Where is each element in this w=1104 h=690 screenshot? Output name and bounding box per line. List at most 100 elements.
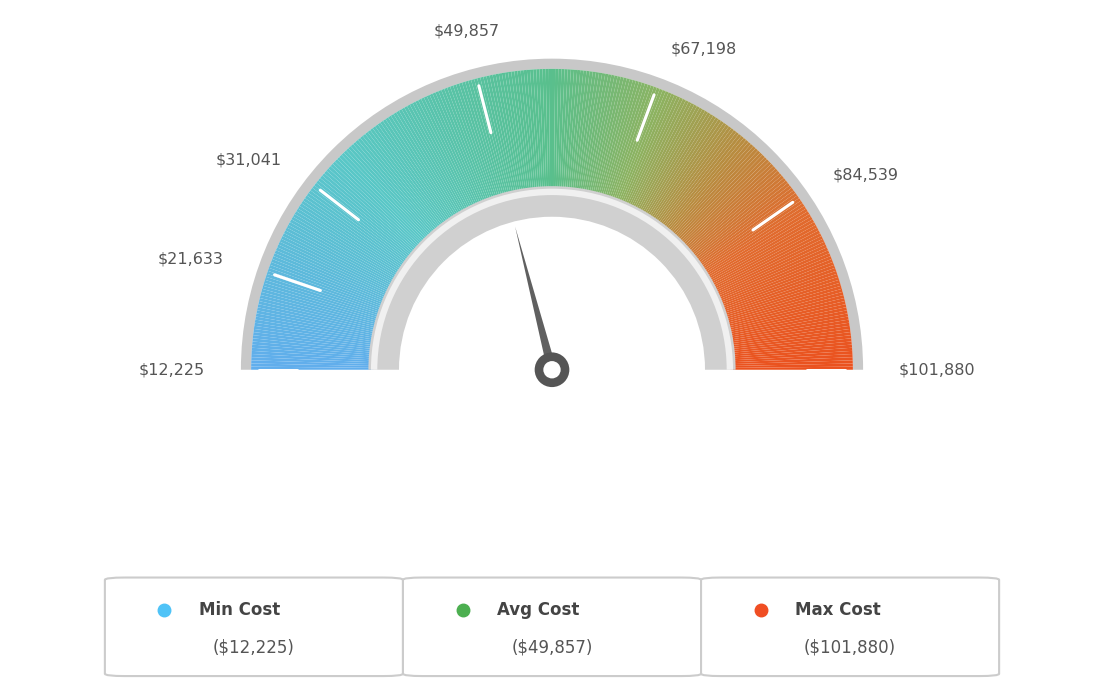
Wedge shape xyxy=(613,87,657,202)
Wedge shape xyxy=(639,108,702,215)
Wedge shape xyxy=(527,70,539,192)
Wedge shape xyxy=(716,253,830,302)
Wedge shape xyxy=(296,208,401,276)
Wedge shape xyxy=(730,354,852,362)
FancyBboxPatch shape xyxy=(105,578,403,676)
Wedge shape xyxy=(684,168,777,252)
Wedge shape xyxy=(293,214,400,279)
Wedge shape xyxy=(631,100,689,210)
Wedge shape xyxy=(343,150,429,241)
Wedge shape xyxy=(322,173,417,255)
Wedge shape xyxy=(256,313,376,338)
Wedge shape xyxy=(255,317,376,340)
Wedge shape xyxy=(704,214,811,279)
Wedge shape xyxy=(730,338,851,353)
Circle shape xyxy=(534,353,570,387)
Wedge shape xyxy=(590,75,617,195)
Wedge shape xyxy=(649,117,719,221)
Wedge shape xyxy=(666,138,746,233)
Wedge shape xyxy=(514,71,531,193)
Wedge shape xyxy=(461,81,500,199)
Wedge shape xyxy=(693,186,792,262)
Wedge shape xyxy=(325,170,418,253)
Wedge shape xyxy=(279,239,391,294)
Wedge shape xyxy=(402,108,465,215)
Wedge shape xyxy=(665,136,744,233)
Wedge shape xyxy=(304,198,405,269)
Wedge shape xyxy=(252,360,373,366)
Wedge shape xyxy=(711,233,821,290)
Wedge shape xyxy=(307,193,407,266)
Wedge shape xyxy=(609,85,651,201)
Wedge shape xyxy=(282,236,392,292)
Wedge shape xyxy=(635,103,694,213)
Wedge shape xyxy=(731,364,853,368)
Wedge shape xyxy=(618,90,666,204)
Wedge shape xyxy=(316,180,413,259)
Wedge shape xyxy=(682,164,774,249)
Text: $67,198: $67,198 xyxy=(671,42,737,57)
Wedge shape xyxy=(496,74,520,195)
Wedge shape xyxy=(710,230,820,288)
Wedge shape xyxy=(465,81,502,199)
Wedge shape xyxy=(625,95,677,208)
Wedge shape xyxy=(295,211,401,277)
Wedge shape xyxy=(683,166,776,250)
Wedge shape xyxy=(256,310,378,336)
Wedge shape xyxy=(332,161,423,248)
Wedge shape xyxy=(368,130,444,228)
Wedge shape xyxy=(252,348,374,359)
Wedge shape xyxy=(671,146,755,238)
Wedge shape xyxy=(521,70,535,193)
Wedge shape xyxy=(729,332,851,349)
Wedge shape xyxy=(341,152,428,242)
Wedge shape xyxy=(650,119,721,222)
Wedge shape xyxy=(459,83,499,200)
Wedge shape xyxy=(730,348,852,359)
Wedge shape xyxy=(730,344,852,357)
Wedge shape xyxy=(567,70,581,192)
Wedge shape xyxy=(257,304,378,333)
Wedge shape xyxy=(720,265,835,309)
Wedge shape xyxy=(687,173,782,255)
Wedge shape xyxy=(533,69,543,192)
Wedge shape xyxy=(346,148,432,239)
Wedge shape xyxy=(318,178,414,257)
Wedge shape xyxy=(731,360,852,366)
Wedge shape xyxy=(719,262,834,308)
Wedge shape xyxy=(391,114,458,219)
Wedge shape xyxy=(595,77,627,197)
Wedge shape xyxy=(378,123,450,224)
Wedge shape xyxy=(310,188,410,264)
Wedge shape xyxy=(662,134,742,231)
Wedge shape xyxy=(291,217,399,281)
Wedge shape xyxy=(560,69,567,192)
Wedge shape xyxy=(277,244,390,297)
Wedge shape xyxy=(713,239,825,294)
Wedge shape xyxy=(715,247,828,299)
Text: $49,857: $49,857 xyxy=(434,24,500,39)
Wedge shape xyxy=(337,157,426,245)
Wedge shape xyxy=(721,274,838,315)
Wedge shape xyxy=(253,338,374,353)
Wedge shape xyxy=(622,92,671,206)
Wedge shape xyxy=(709,225,817,286)
Wedge shape xyxy=(298,206,402,274)
Wedge shape xyxy=(474,78,508,197)
Wedge shape xyxy=(261,292,380,326)
Wedge shape xyxy=(468,80,505,198)
Wedge shape xyxy=(427,95,479,208)
Wedge shape xyxy=(429,94,481,207)
Wedge shape xyxy=(672,148,758,239)
Wedge shape xyxy=(450,86,493,201)
Wedge shape xyxy=(604,81,643,199)
Text: $12,225: $12,225 xyxy=(139,362,205,377)
Wedge shape xyxy=(729,329,850,347)
Wedge shape xyxy=(656,124,729,226)
Wedge shape xyxy=(611,86,654,201)
Wedge shape xyxy=(731,366,853,370)
Wedge shape xyxy=(681,161,772,248)
Wedge shape xyxy=(722,277,839,317)
Wedge shape xyxy=(554,69,559,191)
Wedge shape xyxy=(421,97,476,209)
